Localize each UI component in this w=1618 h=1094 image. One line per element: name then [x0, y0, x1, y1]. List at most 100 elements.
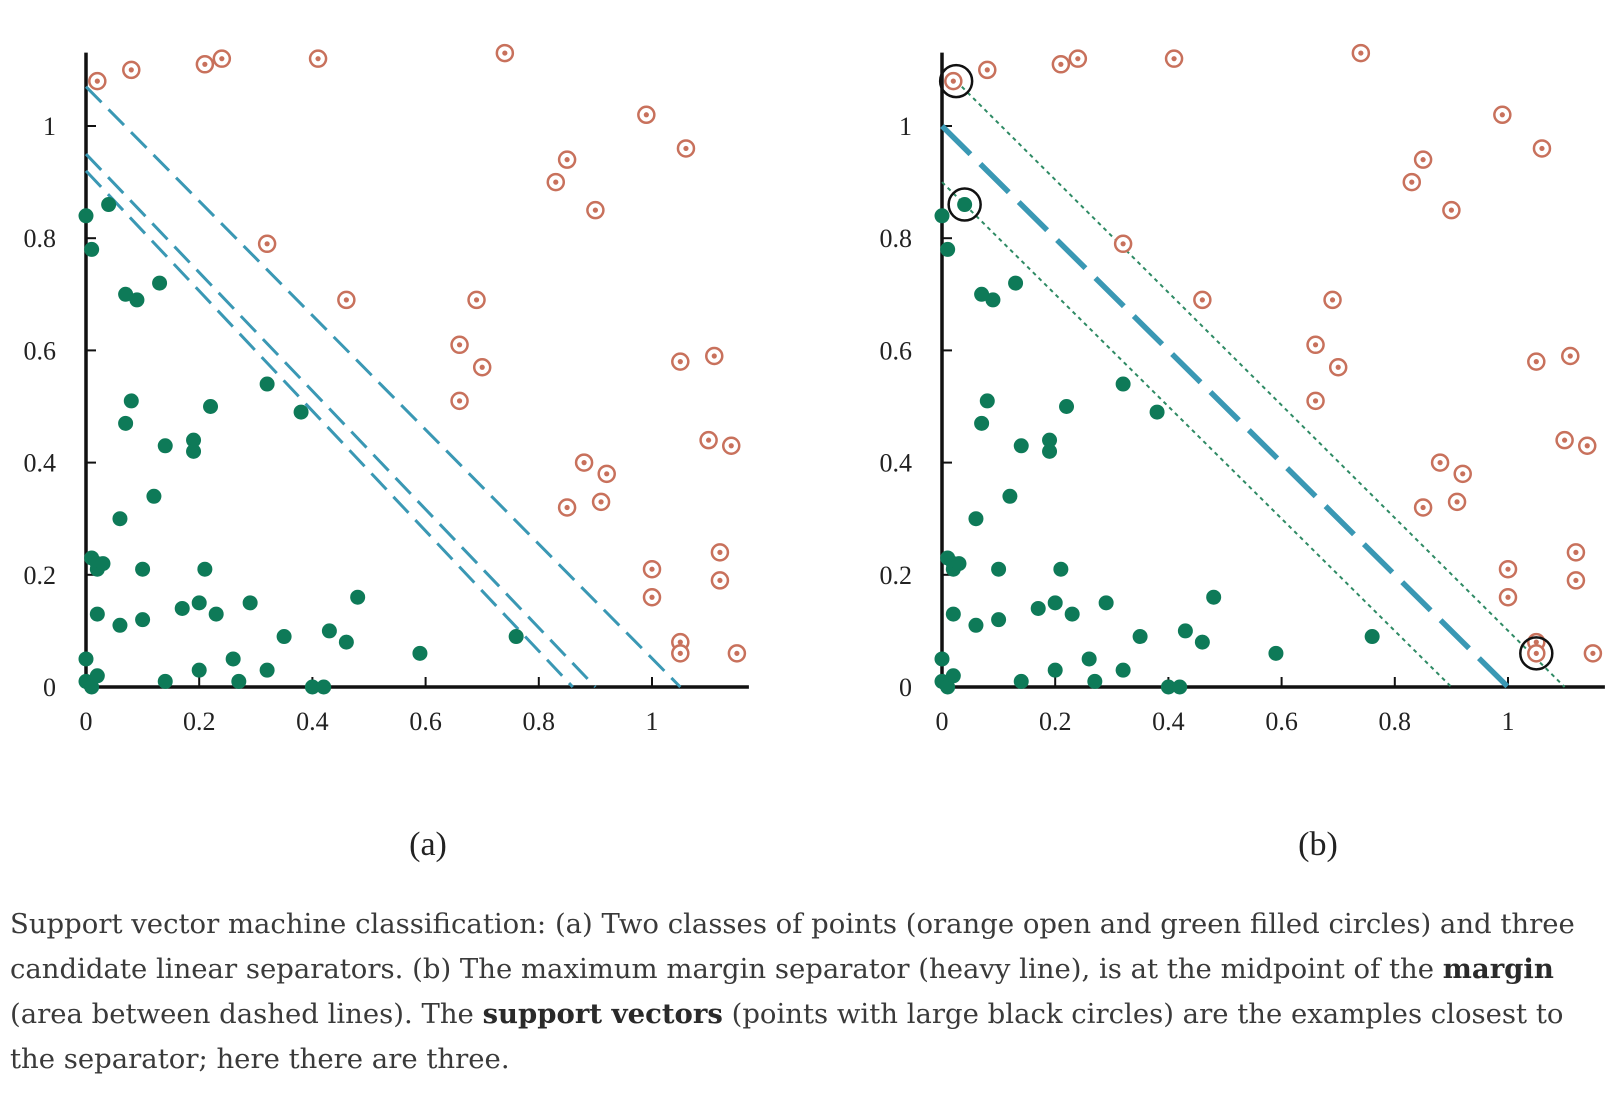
x-tick-label: 0.4 — [1152, 707, 1185, 736]
filled-class-point — [991, 612, 1007, 628]
filled-class-point — [991, 561, 1007, 577]
open-class-point-center — [598, 499, 604, 505]
x-tick-label: 0.8 — [523, 707, 556, 736]
x-tick-label: 0.6 — [409, 707, 442, 736]
filled-class-point — [1047, 662, 1063, 678]
y-tick-label: 0.6 — [880, 336, 913, 365]
filled-class-point — [259, 376, 275, 392]
candidate-separator-line — [84, 169, 574, 689]
filled-class-point — [1206, 589, 1222, 605]
filled-class-point — [1194, 634, 1210, 650]
filled-class-point — [276, 629, 292, 645]
filled-class-point — [945, 606, 961, 622]
open-class-point-center — [94, 78, 100, 84]
open-class-point-center — [1312, 342, 1319, 348]
open-class-point-center — [1437, 460, 1443, 466]
filled-class-point — [84, 679, 100, 695]
caption-text-2: (area between dashed lines). The — [10, 998, 483, 1030]
open-class-point-center — [315, 56, 321, 62]
filled-class-point — [1081, 651, 1097, 667]
open-class-point-center — [1562, 437, 1568, 443]
open-class-point-center — [706, 437, 712, 443]
filled-class-point — [242, 595, 258, 611]
filled-class-point — [89, 606, 105, 622]
filled-class-point — [1042, 443, 1058, 459]
open-class-point-center — [202, 61, 208, 67]
open-class-point-center — [1454, 499, 1460, 505]
filled-class-point — [940, 241, 956, 257]
filled-class-point — [412, 645, 428, 661]
open-class-point-center — [683, 145, 689, 152]
filled-class-point — [1013, 438, 1029, 454]
filled-class-point — [146, 488, 162, 504]
filled-class-point — [1177, 623, 1193, 639]
filled-class-point — [197, 561, 213, 577]
open-class-point-center — [1533, 359, 1539, 365]
filled-class-point — [1160, 679, 1176, 695]
open-class-point-center — [581, 460, 587, 466]
filled-class-point — [979, 393, 995, 409]
candidate-separator-line — [84, 153, 597, 689]
open-class-point-center — [1171, 56, 1177, 62]
caption-term-margin: margin — [1442, 953, 1554, 985]
filled-class-point — [157, 673, 173, 689]
open-class-point-center — [984, 67, 990, 73]
filled-class-point — [1047, 595, 1063, 611]
open-class-point-center — [717, 549, 723, 555]
filled-class-point — [78, 208, 94, 224]
filled-class-point — [350, 589, 366, 605]
filled-class-point — [1030, 600, 1046, 616]
filled-class-point — [1013, 673, 1029, 689]
open-class-point-center — [1533, 650, 1539, 656]
open-class-point-center — [502, 50, 508, 56]
filled-class-point — [1364, 629, 1380, 645]
x-tick-label: 0 — [80, 707, 93, 736]
max-margin-separator-line — [940, 124, 1510, 689]
filled-class-point — [1064, 606, 1080, 622]
y-tick-label: 0 — [43, 673, 56, 702]
x-tick-label: 0.2 — [183, 707, 216, 736]
panel-label-b: (b) — [1298, 826, 1338, 863]
y-tick-label: 0.2 — [880, 561, 913, 590]
open-class-point-center — [564, 157, 570, 163]
filled-class-point — [135, 612, 151, 628]
filled-class-point — [968, 511, 984, 527]
filled-class-point — [321, 623, 337, 639]
filled-class-point — [259, 662, 275, 678]
filled-class-point — [1042, 432, 1058, 448]
filled-class-point — [191, 595, 207, 611]
open-class-point-center — [1567, 353, 1573, 359]
filled-class-point — [118, 286, 134, 302]
filled-class-point — [112, 511, 128, 527]
open-class-point-center — [734, 650, 740, 656]
open-class-point-center — [553, 179, 559, 185]
filled-class-point — [1115, 662, 1131, 678]
open-class-point-center — [1533, 639, 1539, 645]
open-class-point-center — [1420, 157, 1426, 163]
open-class-point-center — [1409, 179, 1415, 185]
open-class-point-center — [677, 650, 683, 656]
open-class-point-center — [1199, 297, 1205, 303]
open-class-point-center — [219, 56, 225, 62]
filled-class-point — [957, 197, 973, 213]
open-class-point-center — [1505, 566, 1511, 572]
support-vector-ring — [1519, 636, 1554, 671]
y-tick-label: 0.4 — [24, 449, 57, 478]
filled-class-point — [1268, 645, 1284, 661]
filled-class-point — [508, 629, 524, 645]
filled-class-point — [186, 443, 202, 459]
filled-class-point — [1115, 376, 1131, 392]
open-class-point-center — [473, 297, 480, 303]
open-class-point-center — [456, 398, 463, 404]
support-vector-ring — [938, 63, 974, 99]
filled-class-point — [1172, 679, 1188, 695]
caption-text-1: Support vector machine classification: (… — [10, 908, 1575, 985]
open-class-point-center — [950, 78, 956, 84]
filled-class-point — [118, 415, 134, 431]
open-class-point-center — [1335, 364, 1341, 370]
open-class-point-center — [649, 566, 655, 572]
open-class-point-center — [1573, 577, 1579, 584]
svm-figure: 00.20.40.60.810 0.2 0.4 0.6 0.8 1(a) 00.20.40… — [24, 43, 1605, 863]
filled-class-point — [974, 286, 990, 302]
y-tick-label: 1 — [899, 112, 912, 141]
